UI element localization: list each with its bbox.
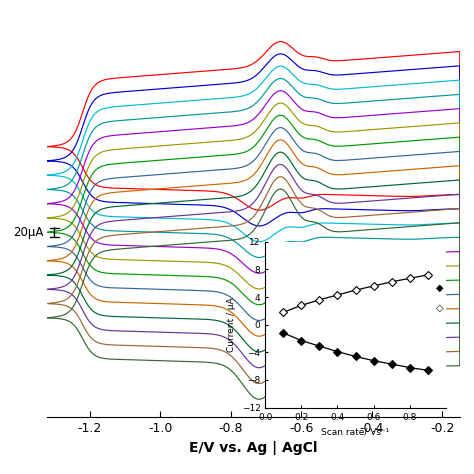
X-axis label: Scan rate/ Vs⁻¹: Scan rate/ Vs⁻¹ [321, 427, 390, 436]
X-axis label: E/V vs. Ag | AgCl: E/V vs. Ag | AgCl [189, 440, 318, 455]
Text: ◇: ◇ [437, 303, 444, 313]
Text: 20μA: 20μA [13, 226, 44, 239]
Y-axis label: Current / μA: Current / μA [227, 297, 236, 352]
Text: ◆: ◆ [437, 283, 444, 293]
